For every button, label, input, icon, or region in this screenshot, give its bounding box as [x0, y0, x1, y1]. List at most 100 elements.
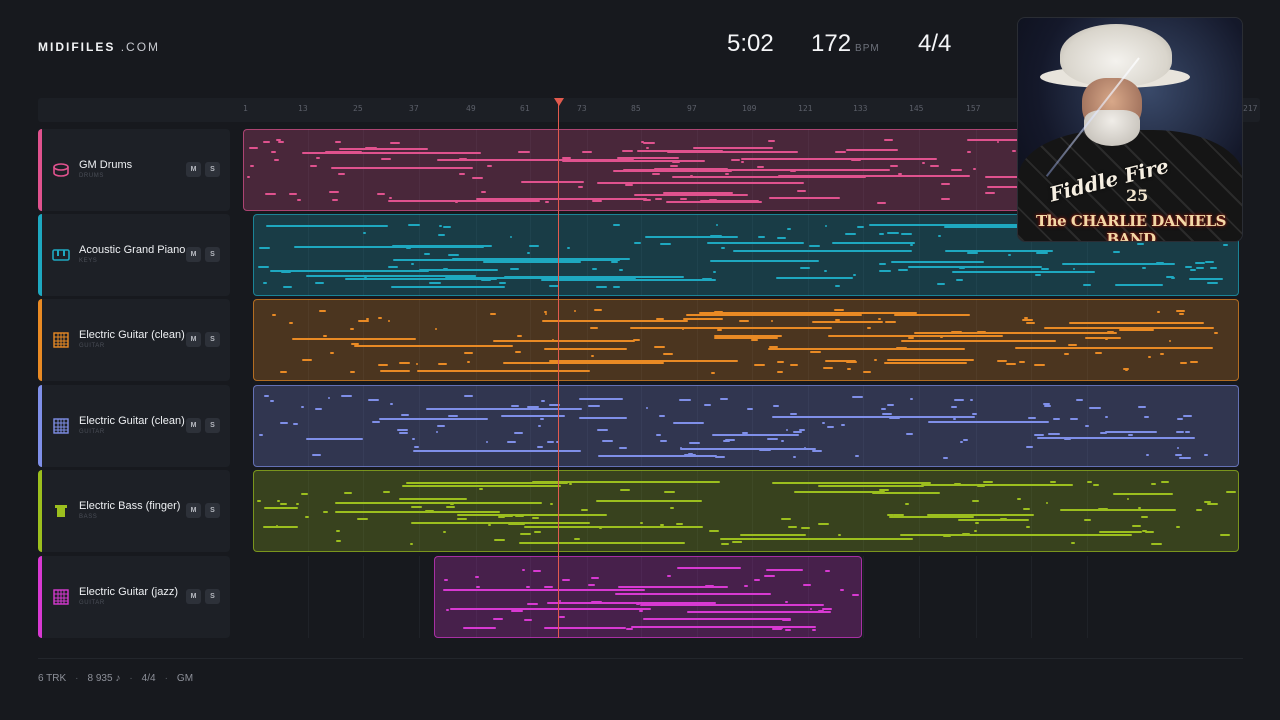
midi-note: [943, 457, 948, 459]
midi-note: [643, 142, 655, 144]
midi-note: [720, 398, 729, 400]
solo-button[interactable]: S: [205, 332, 220, 347]
midi-note: [350, 328, 354, 330]
lane-gridline: [476, 214, 477, 296]
midi-note: [1156, 262, 1164, 264]
midi-note: [416, 363, 419, 365]
mute-button[interactable]: M: [186, 332, 201, 347]
lane-gridline: [863, 385, 864, 467]
midi-note: [549, 285, 559, 287]
footer-note-count: 8 935 ♪: [87, 673, 121, 684]
midi-note: [704, 201, 714, 203]
midi-note: [493, 340, 635, 342]
midi-note: [344, 492, 353, 494]
guitar-icon: [52, 331, 70, 349]
midi-note: [673, 422, 705, 424]
midi-clip[interactable]: [253, 470, 1239, 552]
midi-clip[interactable]: [253, 299, 1239, 381]
track-lane[interactable]: [240, 299, 1240, 381]
solo-button[interactable]: S: [205, 162, 220, 177]
midi-note: [271, 151, 276, 153]
track-header[interactable]: Electric Guitar (clean) GUITAR M S: [38, 299, 230, 381]
track-category: DRUMS: [79, 173, 104, 179]
midi-note: [277, 500, 281, 502]
midi-clip[interactable]: [434, 556, 862, 638]
midi-note: [296, 503, 299, 505]
track-header[interactable]: Electric Guitar (jazz) GUITAR M S: [38, 556, 230, 638]
midi-note: [383, 491, 390, 493]
midi-note: [464, 352, 474, 354]
midi-note: [1073, 268, 1076, 270]
midi-note: [670, 165, 679, 167]
ruler-tick: 49: [466, 104, 476, 113]
midi-note: [835, 285, 840, 287]
track-lane[interactable]: [240, 556, 1240, 638]
midi-note: [378, 364, 388, 366]
solo-button[interactable]: S: [205, 589, 220, 604]
midi-note: [851, 159, 862, 161]
mute-button[interactable]: M: [186, 247, 201, 262]
midi-note: [768, 140, 776, 142]
midi-note: [515, 515, 524, 517]
midi-note: [699, 312, 878, 314]
track-header[interactable]: Electric Guitar (clean) GUITAR M S: [38, 385, 230, 467]
midi-note: [419, 269, 499, 271]
midi-note: [794, 491, 885, 493]
midi-note: [878, 318, 882, 320]
lane-gridline: [308, 470, 309, 552]
midi-note: [1148, 356, 1151, 358]
lane-gridline: [363, 129, 364, 211]
solo-button[interactable]: S: [205, 503, 220, 518]
midi-note: [424, 253, 431, 255]
midi-note: [1226, 491, 1237, 493]
midi-note: [741, 161, 744, 163]
midi-note: [927, 514, 1034, 516]
lane-gridline: [530, 470, 531, 552]
midi-note: [1026, 446, 1034, 448]
midi-note: [549, 360, 738, 362]
mute-button[interactable]: M: [186, 503, 201, 518]
track-header[interactable]: Acoustic Grand Piano KEYS M S: [38, 214, 230, 296]
midi-note: [636, 603, 640, 605]
midi-note: [272, 314, 276, 316]
midi-note: [910, 244, 913, 246]
midi-note: [1012, 150, 1016, 152]
midi-note: [941, 183, 951, 185]
midi-note: [721, 543, 729, 545]
midi-note: [391, 286, 505, 288]
midi-note: [449, 506, 455, 508]
midi-note: [306, 275, 477, 277]
playhead-handle[interactable]: [554, 98, 564, 106]
midi-note: [705, 585, 715, 587]
track-header[interactable]: Electric Bass (finger) BASS M S: [38, 470, 230, 552]
midi-note: [351, 343, 359, 345]
midi-note: [1064, 353, 1069, 355]
midi-note: [945, 250, 1053, 252]
lane-gridline: [808, 556, 809, 638]
playhead[interactable]: [558, 98, 559, 638]
midi-note: [323, 511, 328, 513]
midi-note: [544, 586, 553, 588]
footer-separator: ·: [75, 673, 79, 684]
solo-button[interactable]: S: [205, 418, 220, 433]
midi-note: [518, 151, 530, 153]
midi-note: [970, 399, 974, 401]
track-lane[interactable]: [240, 385, 1240, 467]
midi-note: [486, 441, 489, 443]
mute-button[interactable]: M: [186, 162, 201, 177]
midi-note: [597, 429, 609, 431]
track-header[interactable]: GM Drums DRUMS M S: [38, 129, 230, 211]
mute-button[interactable]: M: [186, 418, 201, 433]
midi-note: [822, 422, 826, 424]
mute-button[interactable]: M: [186, 589, 201, 604]
midi-note: [457, 518, 468, 520]
midi-note: [1053, 418, 1061, 420]
solo-button[interactable]: S: [205, 247, 220, 262]
midi-clip[interactable]: [253, 385, 1239, 467]
midi-note: [328, 397, 331, 399]
track-lane[interactable]: [240, 470, 1240, 552]
midi-note: [951, 406, 958, 408]
lane-gridline: [752, 214, 753, 296]
midi-note: [757, 166, 764, 168]
midi-note: [1189, 278, 1223, 280]
